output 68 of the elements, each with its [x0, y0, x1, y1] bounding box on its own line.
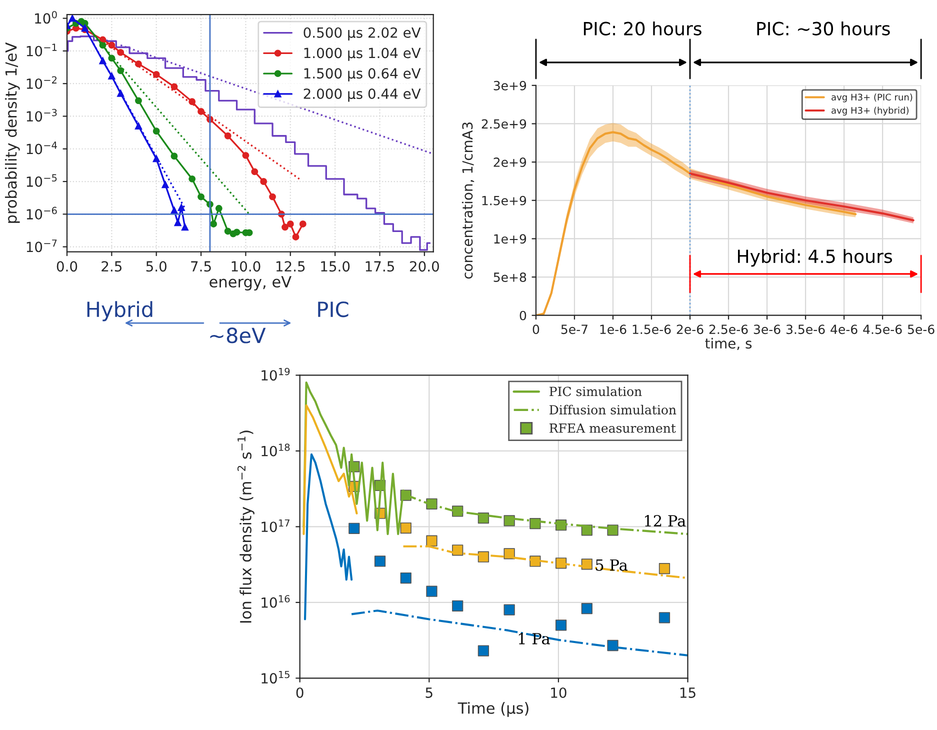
legend-label: 0.500 μs 2.02 eV — [304, 27, 421, 41]
y-axis-title: concentration, 1/cmA3 — [462, 122, 474, 279]
legend-label: avg H3+ (PIC run) — [832, 94, 912, 102]
x-tick-label: 10 — [551, 687, 566, 698]
x-tick-label: 0 — [296, 687, 304, 698]
x-tick-label: 1e-6 — [600, 324, 626, 334]
y-tick-label: 10$^{−2}$ — [26, 76, 56, 89]
x-tick-label: 5e-6 — [908, 324, 934, 334]
text: PIC — [318, 301, 348, 318]
x-axis-title: energy, eV — [210, 276, 292, 290]
x-tick-label: 7.5 — [191, 261, 211, 272]
text: PIC: 20 hours — [584, 21, 702, 36]
x-tick-label: 15 — [680, 688, 696, 698]
x-tick-label: 1.5e-6 — [632, 324, 671, 334]
y-tick-label: 10$^{−5}$ — [26, 174, 57, 187]
y-tick-label: 1e+9 — [494, 234, 526, 244]
x-tick-label: 15.0 — [321, 261, 350, 272]
y-tick-label: 10$^{−7}$ — [26, 240, 57, 252]
x-tick-label: 2e-6 — [676, 324, 704, 334]
text: PIC: ~30 hours — [757, 21, 890, 36]
x-tick-label: 0 — [532, 324, 540, 334]
legend-label: RFEA measurement — [550, 424, 676, 433]
x-tick-label: 10.0 — [232, 261, 260, 272]
annotation: 5 Pa — [596, 559, 628, 571]
y-tick-label: 3e+9 — [494, 80, 526, 90]
x-tick-label: 3e-6 — [754, 324, 780, 334]
x-tick-label: 0.0 — [56, 261, 78, 272]
x-tick-label: 5.0 — [146, 261, 166, 272]
y-tick-label: 0 — [520, 310, 526, 320]
x-tick-label: 17.5 — [366, 261, 394, 272]
legend-label: 2.000 μs 0.44 eV — [304, 88, 421, 102]
x-tick-label: 12.5 — [276, 261, 305, 272]
y-axis-title: probability density 1/eV — [4, 42, 20, 223]
x-tick-label: 3.5e-6 — [786, 324, 825, 334]
y-tick-label: 10$^{−1}$ — [26, 44, 57, 56]
x-tick-label: 20.0 — [410, 261, 439, 272]
y-tick-label: 10$^{19}$ — [262, 368, 290, 381]
legend-label: avg H3+ (hybrid) — [832, 106, 908, 116]
y-tick-label: 2.5e+9 — [482, 119, 526, 129]
annotation: Hybrid: 4.5 hours — [738, 249, 892, 267]
y-axis-title: Ion flux density (m$^{−2}$ s$^{−1}$) — [237, 430, 254, 623]
x-axis-title: time, s — [705, 338, 752, 350]
x-tick-label: 2.5 — [102, 261, 122, 272]
y-tick-label: 5e+8 — [494, 272, 526, 282]
legend-label: Diffusion simulation — [550, 404, 676, 414]
x-tick-label: 2.5e-6 — [709, 324, 748, 334]
y-tick-label: 1.5e+9 — [482, 196, 526, 206]
y-tick-label: 10$^{17}$ — [262, 519, 290, 532]
legend-label: 1.000 μs 1.04 eV — [304, 48, 421, 61]
y-tick-label: 2e+9 — [494, 158, 526, 167]
legend-label: PIC simulation — [550, 386, 642, 396]
y-tick-label: 10$^{−4}$ — [26, 142, 57, 154]
text: ~8eV — [210, 328, 266, 344]
y-tick-label: 10$^{15}$ — [262, 670, 290, 684]
x-tick-label: 4e-6 — [830, 324, 858, 334]
x-axis-title: Time (μs) — [458, 702, 528, 717]
x-tick-label: 5e-7 — [561, 324, 588, 334]
text: Hybrid — [87, 301, 152, 322]
x-tick-label: 4.5e-6 — [863, 324, 902, 334]
y-tick-label: 10$^{−6}$ — [26, 206, 57, 220]
y-tick-label: 10$^{18}$ — [262, 444, 290, 456]
annotation: 1 Pa — [518, 632, 550, 644]
legend-label: 1.500 μs 0.64 eV — [304, 68, 421, 82]
x-tick-label: 5 — [426, 688, 432, 698]
annotation: 12 Pa — [645, 515, 686, 527]
y-tick-label: 10$^{16}$ — [262, 595, 290, 608]
y-tick-label: 10$^{−3}$ — [26, 108, 57, 122]
y-tick-label: 10$^{0}$ — [35, 10, 57, 24]
